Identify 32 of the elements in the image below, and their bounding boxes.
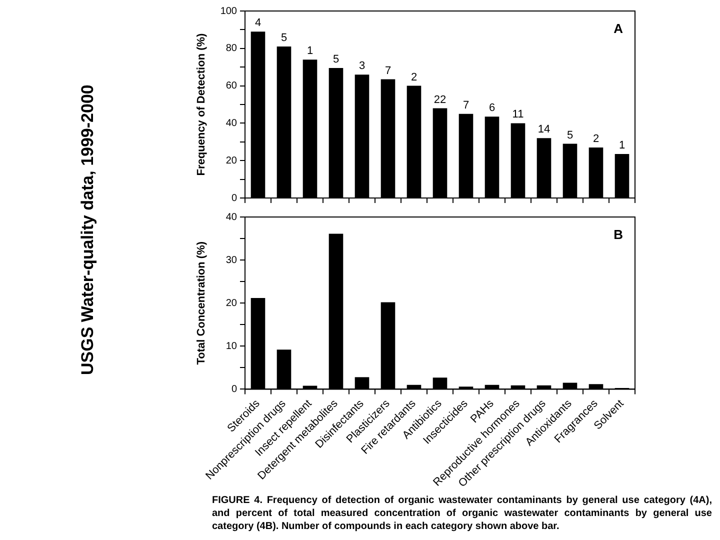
y-tick-label: 20 xyxy=(226,298,238,309)
y-tick-label: 100 xyxy=(220,6,238,17)
annotation: B xyxy=(614,227,623,242)
caption: FIGURE 4. Frequency of detection of organic wastewater contaminants by general use category (4A), and percent of total measured concentration of organic wastewater contaminants by general use category (4B). Number of compounds in each category shown above bar. xyxy=(212,494,712,533)
y-axis-title: Total Concentration (%) xyxy=(196,241,208,365)
annotation: 7 xyxy=(384,64,392,77)
annotation: 22 xyxy=(434,94,446,106)
annotation: 1 xyxy=(618,140,626,152)
y-tick-label: 40 xyxy=(226,212,238,223)
y-axis-title: Frequency of Detection (%) xyxy=(196,32,208,176)
annotation: 14 xyxy=(538,124,550,136)
annotation: 4 xyxy=(254,17,262,30)
annotation: 2 xyxy=(592,133,600,146)
annotation: 5 xyxy=(566,129,574,142)
annotation: 2 xyxy=(410,71,418,84)
y-tick-label: 40 xyxy=(226,118,238,129)
y-tick-label: 0 xyxy=(231,192,238,204)
annotation: 1 xyxy=(306,45,314,58)
annotation: 7 xyxy=(462,99,470,112)
y-tick-label: 0 xyxy=(231,384,238,395)
y-tick-label: 60 xyxy=(226,80,238,92)
y-tick-label: 10 xyxy=(226,340,238,352)
annotation: A xyxy=(614,21,624,36)
text: USGS Water-quality data, 1999-2000 xyxy=(78,84,98,378)
annotation: 11 xyxy=(512,108,524,121)
annotation: 5 xyxy=(332,54,340,66)
annotation: 5 xyxy=(280,32,288,44)
y-tick-label: 20 xyxy=(226,155,238,166)
annotation: 3 xyxy=(358,60,366,72)
annotation: 6 xyxy=(488,102,496,114)
y-tick-label: 80 xyxy=(226,43,238,54)
y-tick-label: 30 xyxy=(226,254,238,266)
